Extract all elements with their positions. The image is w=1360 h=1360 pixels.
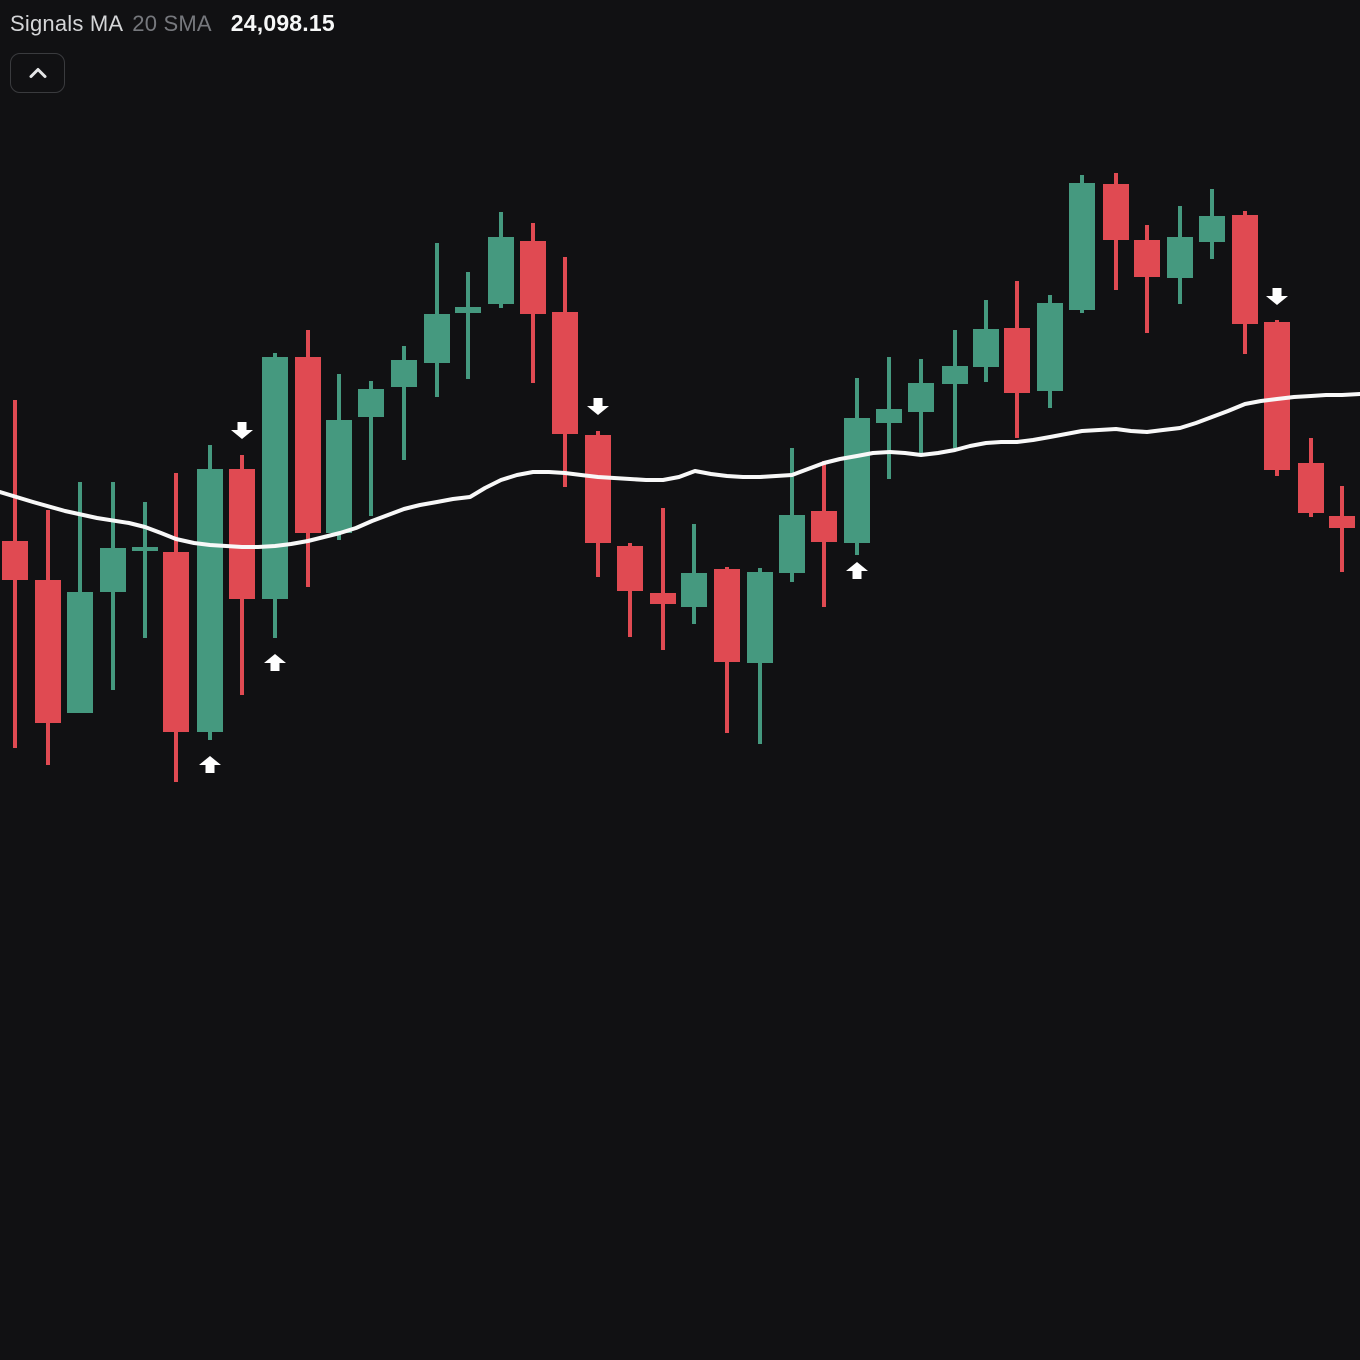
candle-body — [585, 435, 611, 543]
candle-body — [358, 389, 384, 417]
candle-body — [100, 548, 126, 592]
candle-body — [844, 418, 870, 543]
candle-body — [1167, 237, 1193, 278]
candle-body — [942, 366, 968, 384]
candle-body — [2, 541, 28, 580]
candle-body — [552, 312, 578, 434]
candle-body — [973, 329, 999, 367]
candle-body — [262, 357, 288, 599]
candle-body — [520, 241, 546, 314]
candle-body — [295, 357, 321, 533]
candle-body — [650, 593, 676, 604]
candle-body — [681, 573, 707, 607]
candle-body — [488, 237, 514, 304]
candle-wick — [402, 346, 406, 460]
candle-body — [1134, 240, 1160, 277]
sma-line — [0, 392, 1360, 549]
indicator-title: Signals MA — [10, 11, 124, 36]
sell-signal-arrow-icon — [1266, 288, 1288, 305]
candle-wick — [1145, 225, 1149, 333]
candle-body — [424, 314, 450, 363]
candle-body — [811, 511, 837, 542]
candle-body — [326, 420, 352, 533]
candle-body — [1069, 183, 1095, 310]
candle-body — [908, 383, 934, 412]
buy-signal-arrow-icon — [264, 654, 286, 671]
buy-signal-arrow-icon — [846, 562, 868, 579]
candle-body — [747, 572, 773, 663]
candle-body — [1103, 184, 1129, 240]
indicator-legend: Signals MA 20 SMA 24,098.15 — [10, 8, 335, 39]
candle-body — [1037, 303, 1063, 391]
candle-body — [1298, 463, 1324, 513]
candle-wick — [661, 508, 665, 650]
candle-body — [35, 580, 61, 723]
candle-body — [617, 546, 643, 591]
candle-wick — [143, 502, 147, 638]
candle-wick — [369, 381, 373, 516]
candle-body — [1329, 516, 1355, 528]
candle-body — [67, 592, 93, 713]
chevron-up-icon — [29, 68, 46, 78]
candle-body — [455, 307, 481, 313]
indicator-params: 20 SMA — [132, 11, 212, 36]
indicator-value: 24,098.15 — [230, 10, 335, 36]
candle-body — [1199, 216, 1225, 242]
sell-signal-arrow-icon — [231, 422, 253, 439]
candle-body — [197, 469, 223, 732]
candle-body — [714, 569, 740, 662]
collapse-pane-button[interactable] — [10, 53, 65, 93]
candle-body — [1232, 215, 1258, 324]
candle-wick — [953, 330, 957, 448]
candle-body — [163, 552, 189, 732]
candle-body — [1004, 328, 1030, 393]
candle-body — [229, 469, 255, 599]
candle-body — [876, 409, 902, 423]
buy-signal-arrow-icon — [199, 756, 221, 773]
candle-body — [391, 360, 417, 387]
candle-wick — [1340, 486, 1344, 572]
candle-wick — [466, 272, 470, 379]
candle-body — [779, 515, 805, 573]
candle-body — [132, 547, 158, 551]
sell-signal-arrow-icon — [587, 398, 609, 415]
